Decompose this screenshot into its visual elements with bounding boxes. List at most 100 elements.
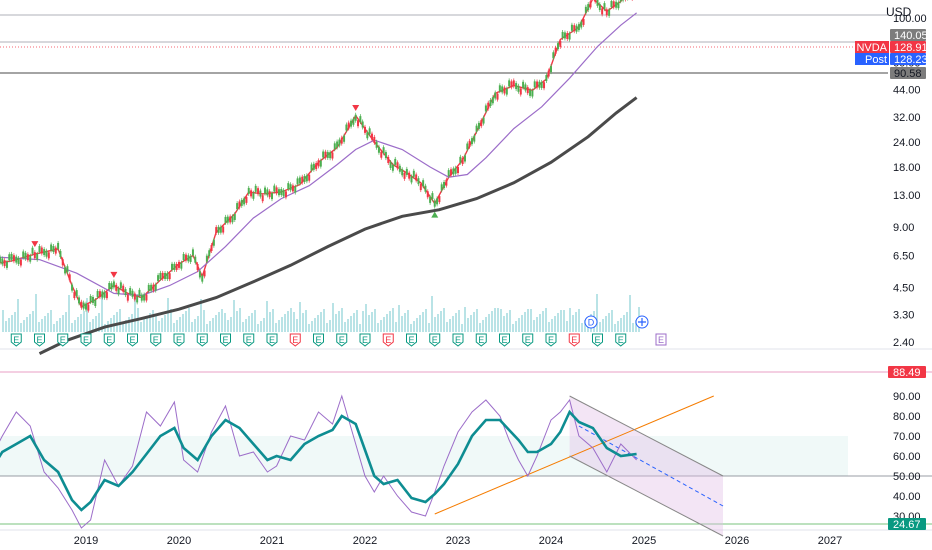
candle-body (326, 151, 329, 158)
upcoming-earnings-marker (655, 333, 667, 346)
volume-bar (377, 323, 379, 332)
price-series-line (38, 96, 638, 355)
earnings-marker-shape (150, 333, 162, 347)
volume-bar (179, 317, 181, 332)
candle-body (598, 4, 601, 11)
candle-body (143, 294, 146, 301)
candle-body (475, 125, 478, 132)
volume-bar (188, 308, 190, 332)
candle-body (384, 152, 387, 159)
volume-bar (47, 313, 49, 332)
candle-body (436, 198, 439, 205)
earnings-marker: E (266, 333, 278, 347)
time-axis-tick: 2026 (725, 535, 749, 547)
volume-bar (134, 297, 136, 332)
candle-body (108, 282, 111, 289)
candle-body (61, 259, 64, 266)
earnings-marker-label: E (525, 335, 531, 345)
time-axis-tick: 2025 (632, 535, 656, 547)
candle-body (329, 152, 332, 159)
candle-body (608, 9, 611, 16)
candle-body (298, 177, 301, 184)
candle-body (554, 47, 557, 54)
candle-body (610, 0, 613, 7)
rsi-axis-tick: 70.00 (893, 431, 921, 443)
candle-body (487, 102, 490, 109)
volume-bar (488, 314, 490, 332)
candle-body (150, 284, 153, 291)
volume-bar (527, 309, 529, 332)
volume-bars (2, 294, 640, 332)
earnings-marker-label: E (362, 335, 368, 345)
candle-body (78, 297, 81, 304)
volume-bar (221, 309, 223, 332)
earnings-marker-label: E (594, 335, 600, 345)
price-tag-value-bg (890, 67, 926, 79)
candle-body (5, 261, 8, 268)
earnings-marker-label: E (292, 335, 298, 345)
earnings-marker-shape (173, 333, 185, 347)
earnings-marker: E (452, 333, 464, 347)
earnings-marker-label: E (548, 335, 554, 345)
volume-bar (353, 313, 355, 332)
candle-body (168, 273, 171, 280)
volume-bar (455, 313, 457, 332)
volume-bar (557, 313, 559, 332)
time-axis-tick: 2019 (74, 535, 98, 547)
candle-body (503, 87, 506, 94)
candle-body (157, 275, 160, 282)
volume-bar (242, 322, 244, 332)
volume-bar (53, 324, 55, 332)
volume-bar (23, 320, 25, 332)
price-tag: Post 128.23 (855, 53, 928, 66)
candle-body (254, 185, 257, 192)
candle-body (233, 213, 236, 220)
volume-bar (176, 320, 178, 332)
candle-body (343, 135, 346, 142)
candle-body (73, 292, 76, 299)
candle-body (387, 156, 390, 163)
candle-body (215, 227, 218, 234)
candle-body (282, 190, 285, 197)
volume-bar (407, 310, 409, 332)
candle-body (82, 302, 85, 309)
volume-bar (479, 323, 481, 332)
volume-bar (218, 312, 220, 332)
volume-bar (323, 309, 325, 332)
currency-label[interactable]: USD (886, 5, 912, 19)
regression-channel-fill (569, 396, 723, 536)
earnings-marker-shape (429, 333, 441, 347)
candle-body (231, 216, 234, 223)
candle-body (575, 25, 578, 32)
volume-bar (5, 321, 7, 332)
candle-body (515, 83, 518, 90)
earnings-marker-shape (57, 333, 69, 347)
earnings-marker-label: E (83, 335, 89, 345)
volume-bar (464, 307, 466, 332)
volume-bar (251, 313, 253, 332)
volume-bar (617, 321, 619, 332)
price-tag-name-bg (855, 53, 889, 65)
price-axis-tick: 13.00 (893, 190, 921, 202)
candle-body (198, 271, 201, 278)
candle-body (175, 263, 178, 270)
candle-body (247, 187, 250, 194)
earnings-marker-label: E (501, 335, 507, 345)
candle-body (133, 293, 136, 300)
candle-body (605, 9, 608, 16)
earnings-marker-label: E (246, 335, 252, 345)
candle-body (370, 133, 373, 140)
earnings-marker-label: E (106, 335, 112, 345)
candle-body (277, 189, 280, 196)
candle-body (171, 263, 174, 270)
earnings-marker-shape (382, 333, 394, 347)
price-tag: 140.05 (890, 29, 928, 42)
volume-bar (560, 310, 562, 332)
earnings-marker-shape (220, 333, 231, 347)
volume-bar (428, 323, 430, 332)
candle-body (294, 186, 297, 193)
volume-bar (152, 310, 154, 332)
candle-body (212, 239, 215, 246)
candle-body (429, 196, 432, 203)
